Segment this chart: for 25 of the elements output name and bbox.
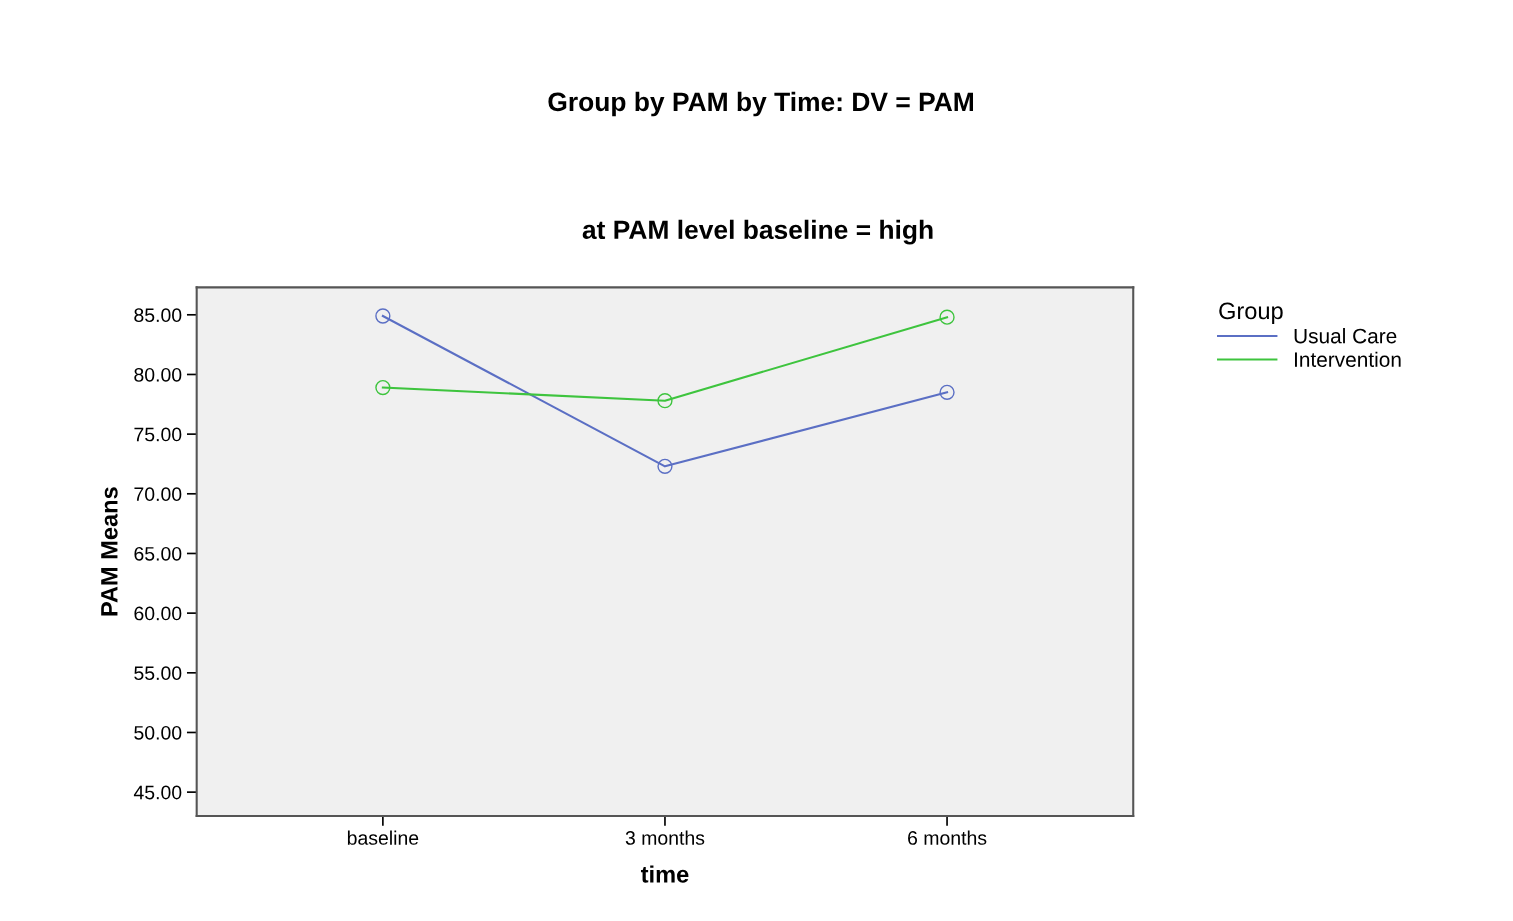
- point: [657, 458, 673, 474]
- y-tick-label: 85.00: [134, 308, 182, 323]
- x-tick-label: 3 months: [625, 830, 705, 845]
- y-tick-label: 60.00: [134, 606, 182, 621]
- x-tick-label: baseline: [347, 830, 419, 845]
- point: [939, 309, 955, 325]
- x-tick-label: 6 months: [908, 830, 987, 845]
- chart-subtitle: at PAM level baseline = high: [582, 219, 933, 245]
- y-tick-label: 50.00: [134, 725, 182, 740]
- legend-label: Usual Care: [1294, 328, 1397, 344]
- y-tick-label: 80.00: [134, 367, 182, 382]
- y-tick-label: 75.00: [134, 427, 182, 442]
- point: [375, 379, 391, 396]
- y-tick-label: 65.00: [134, 546, 182, 561]
- legend-title: Group: [1219, 302, 1283, 324]
- point: [375, 308, 391, 324]
- legend-label: Intervention: [1294, 351, 1401, 367]
- y-tick-label: 70.00: [134, 487, 182, 502]
- chart-title: Group by PAM by Time: DV = PAM: [548, 91, 973, 117]
- point: [939, 384, 955, 401]
- y-tick-label: 45.00: [133, 785, 182, 800]
- point: [657, 393, 673, 409]
- y-axis-title: PAM Means: [101, 487, 118, 616]
- x-axis-title: time: [640, 865, 689, 883]
- y-tick-label: 55.00: [134, 666, 182, 681]
